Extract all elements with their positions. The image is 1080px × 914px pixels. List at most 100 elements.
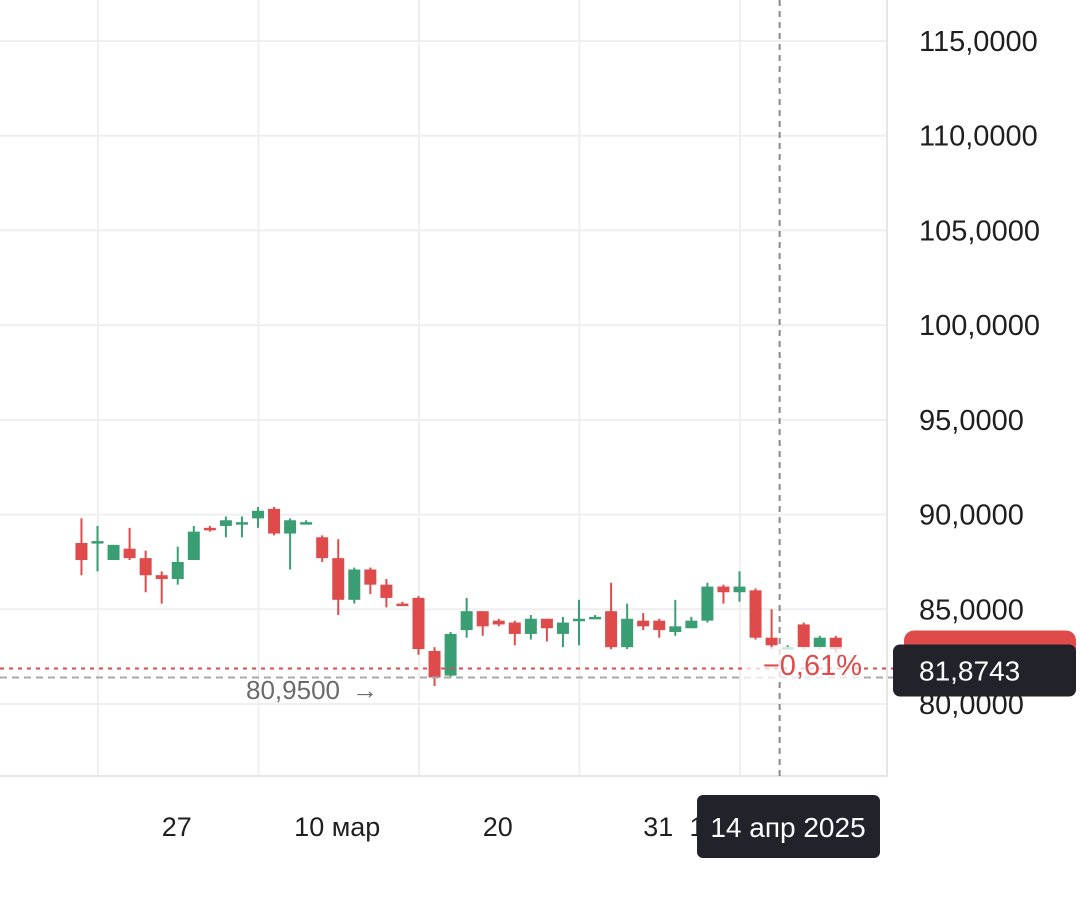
candle <box>155 571 168 604</box>
candle-body <box>155 575 168 579</box>
candle-body <box>637 620 650 627</box>
candle <box>316 535 329 562</box>
candle <box>573 599 585 646</box>
candle <box>332 539 345 615</box>
candle <box>203 525 216 532</box>
candle-body <box>460 611 473 631</box>
candle <box>653 618 666 638</box>
candle <box>123 527 136 561</box>
candle <box>187 525 200 561</box>
candle-body <box>701 586 714 621</box>
annotations-layer: 80,9500 → −0,61% 81,8743 14 апр 2025 <box>246 630 1076 858</box>
y-tick-label: 85,0000 <box>919 594 1024 626</box>
candle <box>733 571 746 602</box>
candles-layer <box>75 506 842 687</box>
candle-body <box>476 611 489 627</box>
candle-body <box>573 618 585 622</box>
candle-body <box>412 597 425 650</box>
last-price-badge <box>893 644 1076 697</box>
x-tick-label: 20 <box>483 812 513 842</box>
candle <box>701 582 714 623</box>
x-tick-label: 31 <box>643 812 673 842</box>
candle <box>235 516 248 538</box>
candle <box>284 518 297 570</box>
candle <box>380 578 393 608</box>
candle-body <box>492 620 505 625</box>
candle <box>460 597 473 638</box>
candle-body <box>717 586 730 593</box>
candle <box>749 588 762 640</box>
candle-body <box>235 522 248 525</box>
candle <box>508 620 521 646</box>
low-price-arrow: → <box>352 675 378 705</box>
candle-body <box>91 541 104 544</box>
candle-body <box>300 522 313 525</box>
candle-body <box>187 531 200 561</box>
candle-body <box>685 620 698 629</box>
candle-body <box>765 637 778 646</box>
y-tick-label: 110,0000 <box>919 121 1038 153</box>
y-tick-label: 115,0000 <box>919 26 1038 58</box>
change-pct-backdrop <box>742 646 864 681</box>
candle <box>765 609 778 650</box>
candle-body <box>364 569 377 585</box>
candle <box>219 516 232 538</box>
candle <box>605 582 618 650</box>
candle <box>139 550 152 593</box>
candle-body <box>316 537 329 559</box>
candle-body <box>653 620 666 631</box>
candle <box>75 518 88 576</box>
candle <box>428 647 441 687</box>
candle-body <box>203 527 216 531</box>
candle-body <box>252 510 264 519</box>
crosshair-date-badge <box>697 795 880 858</box>
candle <box>364 567 377 595</box>
candle-body <box>749 590 762 638</box>
y-tick-label: 100,0000 <box>919 310 1040 342</box>
y-tick-label: 105,0000 <box>919 215 1040 247</box>
candle-body <box>171 561 184 579</box>
candle-body <box>284 520 297 534</box>
candle <box>717 584 730 604</box>
candle <box>412 596 425 655</box>
candle <box>669 599 682 636</box>
x-tick-label: 10 мар <box>294 812 380 842</box>
candle <box>300 520 313 525</box>
candle <box>797 622 810 650</box>
axis-layer: 115,0000 110,0000 105,0000 100,0000 95,0000 9… <box>162 26 1040 842</box>
low-price-label: 80,9500 <box>246 675 340 705</box>
candle-body <box>139 558 152 576</box>
candle <box>91 525 104 572</box>
candle <box>556 616 569 648</box>
candle-body <box>428 650 441 678</box>
candle-body <box>396 603 409 607</box>
last-price-value: 81,8743 <box>919 655 1020 686</box>
candle-body <box>107 544 120 561</box>
candle <box>492 618 505 627</box>
candle <box>348 567 361 604</box>
candle <box>107 544 120 561</box>
candle-body <box>332 558 345 600</box>
y-tick-label: 90,0000 <box>919 500 1024 532</box>
candle <box>589 614 602 620</box>
candle-body <box>733 586 746 593</box>
candle <box>476 611 489 636</box>
candle-body <box>268 508 281 534</box>
candle-body <box>219 520 232 526</box>
candle-body <box>813 637 826 648</box>
candle-body <box>605 611 618 648</box>
candle <box>524 614 537 640</box>
candle-body <box>380 584 393 598</box>
candle-body <box>669 626 682 633</box>
candle-body <box>524 618 537 634</box>
candle <box>813 635 826 650</box>
y-tick-label: 95,0000 <box>919 405 1024 437</box>
candle <box>685 616 698 629</box>
candle-body <box>829 637 842 650</box>
candle <box>540 618 553 642</box>
candle-body <box>75 542 88 561</box>
grid-layer <box>0 0 888 777</box>
candle-body <box>621 618 634 648</box>
candle-body <box>444 633 457 676</box>
